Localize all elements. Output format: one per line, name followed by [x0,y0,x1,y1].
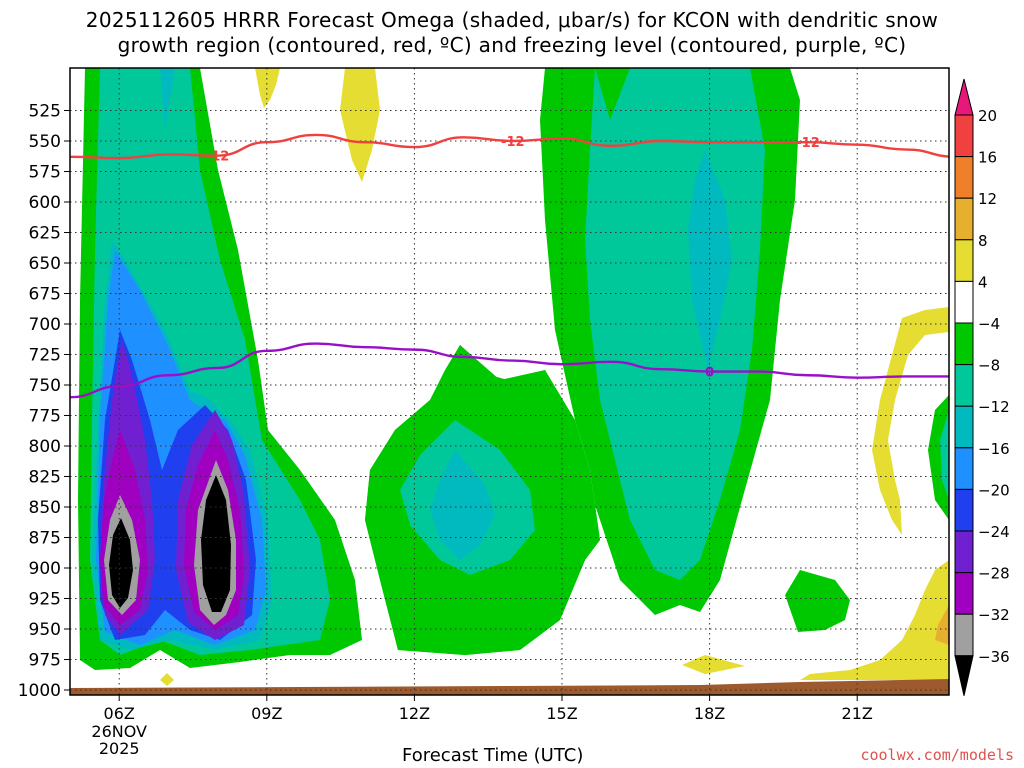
y-tick-label-650: 650 [29,254,61,274]
colorbar-box-9 [954,447,974,490]
y-tick-label-900: 900 [29,559,61,579]
colorbar-box-10 [954,488,974,532]
colorbar-label-7: −12 [978,398,1010,416]
y-tick-label-825: 825 [29,468,61,488]
shade-yellow-small-18z [682,655,745,674]
shade-yellow-top2 [340,68,380,182]
x-tick-label-06Z: 06Z [104,704,135,723]
x-tick-sublabel-26NOV: 26NOV [91,722,147,741]
colorbar-label-12: −32 [978,606,1010,624]
colorbar-top-arrow [954,78,974,116]
shade-cyan-right [688,150,732,370]
colorbar-label-9: −20 [978,481,1010,499]
colorbar-label-13: −36 [978,648,1010,666]
plot-frame [69,67,950,696]
x-tick-label-21Z: 21Z [842,704,873,723]
x-tick-sublabel-2025: 2025 [99,739,140,758]
y-tick-label-525: 525 [29,102,61,122]
x-tick-label-12Z: 12Z [399,704,430,723]
y-tick-label-1000: 1000 [18,681,61,701]
y-tick-label-875: 875 [29,529,61,549]
y-tick-label-725: 725 [29,346,61,366]
y-tick-label-550: 550 [29,132,61,152]
colorbar-bottom-arrow [954,655,974,696]
colorbar: 20 16 12 8 4 −4 −8 −12 −16 −20 −24 −28 −32 −36 [954,78,1010,696]
terrain-ground [70,679,949,695]
y-tick-label-575: 575 [29,163,61,183]
colorbar-box-13 [954,613,974,657]
colorbar-box-5 [954,280,974,324]
contour-label-minus12: -12 [501,135,525,150]
y-tick-label-800: 800 [29,437,61,457]
omega-shading [70,68,949,695]
colorbar-label-10: −24 [978,523,1010,541]
colorbar-label-8: −16 [978,440,1010,458]
shade-teal-edge-right [940,410,949,500]
colorbar-box-1 [954,114,974,158]
colorbar-box-2 [954,156,974,199]
colorbar-box-11 [954,530,974,574]
chart-title-line2: growth region (contoured, red, ºC) and f… [117,33,907,57]
contour-label-minus12: -12 [796,136,820,151]
colorbar-label-11: −28 [978,565,1010,583]
y-tick-label-950: 950 [29,620,61,640]
shade-yellow-right [872,307,949,535]
colorbar-box-4 [954,239,974,282]
x-tick-label-09Z: 09Z [251,704,282,723]
y-tick-label-750: 750 [29,376,61,396]
credit-text[interactable]: coolwx.com/models [860,746,1014,764]
x-tick-label-18Z: 18Z [694,704,725,723]
colorbar-label-4: 4 [978,273,988,291]
shade-orange-bottom-right [935,605,949,645]
y-tick-label-775: 775 [29,407,61,427]
contour-lines: -12 -12 -12 0 [70,133,949,399]
colorbar-box-6 [954,322,974,366]
y-tick-label-975: 975 [29,651,61,671]
colorbar-box-12 [954,572,974,615]
shade-yellow-small-07z [160,673,174,686]
colorbar-label-0: 20 [978,107,997,125]
shade-cyan-middle [430,450,495,560]
y-tick-label-675: 675 [29,285,61,305]
y-tick-label-600: 600 [29,193,61,213]
colorbar-box-3 [954,197,974,241]
x-axis-label: Forecast Time (UTC) [402,745,584,766]
chart-title-line1: 2025112605 HRRR Forecast Omega (shaded, … [85,8,939,32]
colorbar-box-8 [954,405,974,449]
shade-yellow-bottom-right [800,560,949,680]
y-tick-label-700: 700 [29,315,61,335]
contour-freezing-level-0 [70,342,949,399]
shade-yellow-top1 [255,68,280,108]
y-tick-label-925: 925 [29,590,61,610]
x-tick-label-15Z: 15Z [546,704,577,723]
contour-label-minus12: -12 [206,150,230,165]
contour-label-0: 0 [705,366,714,381]
y-tick-label-625: 625 [29,224,61,244]
colorbar-box-7 [954,364,974,407]
colorbar-label-2: 12 [978,190,997,208]
colorbar-label-1: 16 [978,149,997,167]
colorbar-label-3: 8 [978,232,988,250]
contour-dendritic-minus12 [70,133,949,160]
shade-green-edge-right [928,395,949,520]
y-axis: 525 550 575 600 625 650 675 700 725 750 775 800 825 8… [18,102,70,701]
shade-green-small-right [785,570,850,632]
y-tick-label-850: 850 [29,498,61,518]
colorbar-label-6: −8 [978,357,1000,375]
colorbar-label-5: −4 [978,315,1000,333]
